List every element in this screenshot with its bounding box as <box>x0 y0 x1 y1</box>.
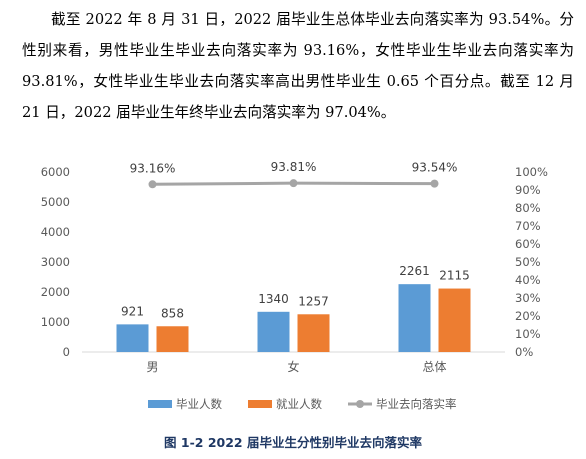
bar <box>156 326 189 352</box>
bar-series: 921 1340 2261 858 1257 2115 <box>116 264 471 352</box>
left-tick-label: 3000 <box>41 255 70 269</box>
bar <box>116 324 149 352</box>
bar-data-label: 858 <box>161 306 184 320</box>
bar <box>297 314 330 352</box>
right-tick-label: 80% <box>515 201 541 215</box>
rate-point <box>430 179 439 188</box>
bar <box>438 288 471 352</box>
line-series: 93.16% 93.81% 93.54% <box>130 160 458 189</box>
right-tick-label: 20% <box>515 309 541 323</box>
right-tick-label: 30% <box>515 291 541 305</box>
right-tick-label: 60% <box>515 237 541 251</box>
legend-label: 毕业去向落实率 <box>376 397 457 411</box>
right-tick-label: 0% <box>515 345 533 359</box>
left-y-axis: 0 1000 2000 3000 4000 5000 6000 <box>41 165 70 359</box>
rate-data-label: 93.81% <box>271 160 317 174</box>
legend-swatch-marker <box>356 400 364 408</box>
legend-label: 毕业人数 <box>176 397 222 411</box>
right-tick-label: 70% <box>515 219 541 233</box>
category-label: 女 <box>287 359 299 374</box>
bar-data-label: 1257 <box>298 294 329 308</box>
bar-data-label: 1340 <box>258 292 289 306</box>
category-label: 总体 <box>422 360 446 374</box>
figure-caption: 图 1-2 2022 届毕业生分性别毕业去向落实率 <box>164 435 422 450</box>
rate-data-label: 93.16% <box>130 161 176 175</box>
left-tick-label: 2000 <box>41 285 70 299</box>
bar <box>398 284 431 352</box>
right-tick-label: 90% <box>515 183 541 197</box>
left-tick-label: 0 <box>63 345 70 359</box>
right-y-axis: 0% 10% 20% 30% 40% 50% 60% 70% 80% 90% 100% <box>515 165 548 359</box>
bar-data-label: 921 <box>121 304 144 318</box>
legend-swatch <box>148 400 172 408</box>
bar <box>257 311 290 352</box>
right-tick-label: 50% <box>515 255 541 269</box>
right-tick-label: 100% <box>515 165 548 179</box>
category-label: 男 <box>146 360 158 374</box>
rate-point <box>148 180 157 189</box>
bar-data-label: 2261 <box>399 264 430 278</box>
left-tick-label: 5000 <box>41 195 70 209</box>
left-tick-label: 6000 <box>41 165 70 179</box>
rate-data-label: 93.54% <box>412 161 458 175</box>
rate-point <box>289 179 298 188</box>
right-tick-label: 10% <box>515 327 541 341</box>
left-tick-label: 4000 <box>41 225 70 239</box>
legend-swatch <box>248 400 272 408</box>
chart-legend: 毕业人数 就业人数 毕业去向落实率 <box>148 397 457 411</box>
body-paragraph: 截至 2022 年 8 月 31 日，2022 届毕业生总体毕业去向落实率为 9… <box>22 11 574 121</box>
right-tick-label: 40% <box>515 273 541 287</box>
legend-label: 就业人数 <box>276 397 322 411</box>
left-tick-label: 1000 <box>41 315 70 329</box>
x-axis: 男 女 总体 <box>146 359 446 374</box>
gender-placement-chart: 0 1000 2000 3000 4000 5000 6000 0% 10% 20% 30% 40%… <box>41 160 548 411</box>
bar-data-label: 2115 <box>439 269 470 283</box>
